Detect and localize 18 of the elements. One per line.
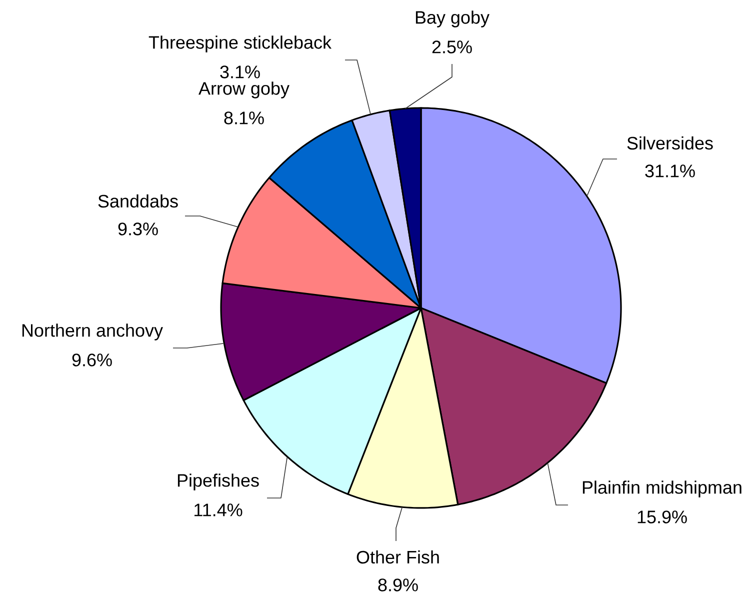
data-label: 15.9% bbox=[638, 510, 687, 524]
slice-label: Northern anchovy bbox=[22, 324, 163, 340]
data-label: 3.1% bbox=[220, 66, 260, 78]
slice-label: Other Fish bbox=[356, 550, 439, 564]
data-label: 9.3% bbox=[118, 222, 158, 236]
slice-label: Silversides bbox=[627, 136, 713, 150]
data-label: 2.5% bbox=[432, 40, 472, 54]
slice-label: Plainfin midshipman bbox=[582, 480, 742, 498]
slice-label: Bay goby bbox=[416, 10, 490, 28]
slice-label: Pipefishes bbox=[178, 474, 259, 490]
slice-label: Threespine stickleback bbox=[148, 36, 332, 52]
slice-label: Arrow goby bbox=[198, 82, 290, 98]
data-label: 9.6% bbox=[72, 354, 112, 366]
data-label: 31.1% bbox=[645, 164, 695, 178]
data-label: 8.9% bbox=[378, 578, 418, 592]
data-label: 11.4% bbox=[194, 504, 242, 516]
data-label: 8.1% bbox=[224, 112, 264, 124]
slice-label: Sanddabs bbox=[98, 194, 178, 208]
